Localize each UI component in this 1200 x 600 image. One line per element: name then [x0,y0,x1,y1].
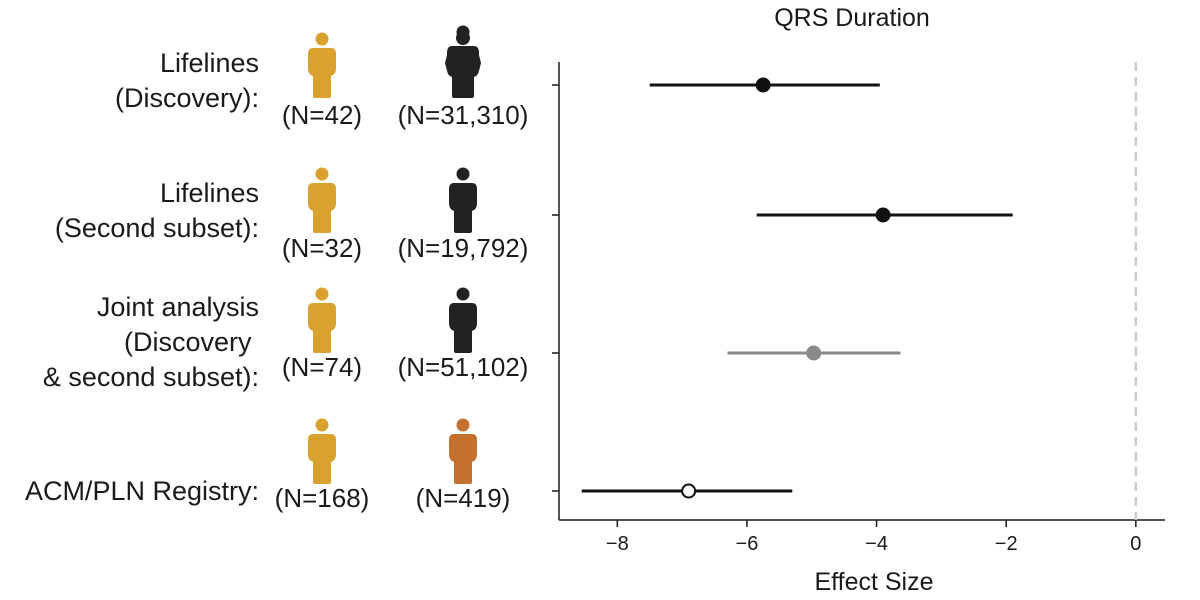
carrier-count-row-2: (N=32) [281,233,363,263]
comparison-count-row-3: (N=51,102) [397,352,529,382]
estimate-point-4 [681,483,697,499]
row-label-lifelines-second-subset: Lifelines (Second subset): [54,178,259,243]
carrier-count-row-3: (N=74) [281,352,363,382]
x-tick-label-1: −6 [736,533,759,555]
carrier-count-row-1: (N=42) [281,100,363,130]
row-label-lifelines-discovery: Lifelines (Discovery): [114,48,259,113]
estimate-point-3 [806,345,822,361]
estimate-point-2 [875,207,891,223]
chart-title: QRS Duration [774,4,930,32]
carrier-count-row-4: (N=168) [274,483,370,513]
row-label-joint-analysis: Joint analysis (Discovery & second subse… [42,292,259,392]
comparison-count-row-2: (N=19,792) [397,233,529,263]
x-tick-label-3: −2 [995,533,1018,555]
estimate-point-1 [755,77,771,93]
x-tick-label-0: −8 [606,533,629,555]
x-tick-label-2: −4 [865,533,888,555]
comparison-count-row-1: (N=31,310) [397,100,529,130]
x-axis-label: Effect Size [814,568,933,596]
comparison-count-row-4: (N=419) [415,483,511,513]
x-tick-label-4: 0 [1130,533,1141,555]
row-label-acm-pln-registry: ACM/PLN Registry: [24,476,259,506]
